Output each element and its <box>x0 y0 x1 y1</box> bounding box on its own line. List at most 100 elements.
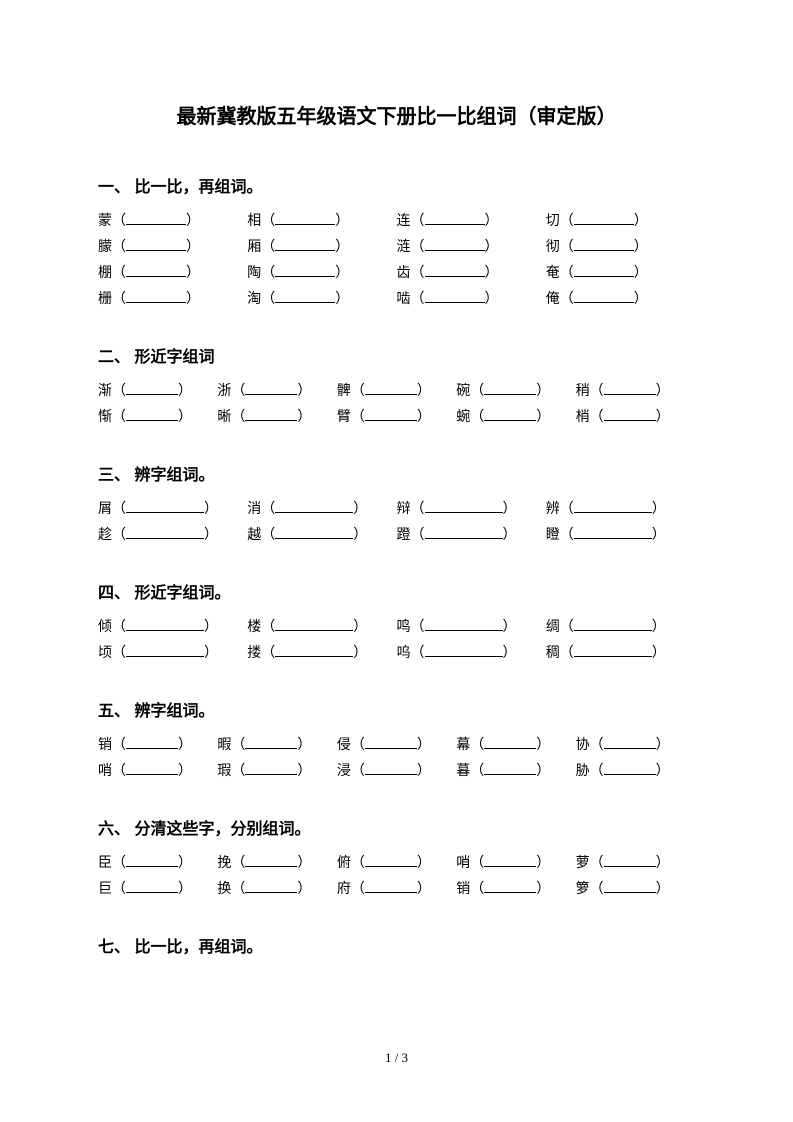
blank-line <box>574 643 652 657</box>
exercise-item: 销（） <box>456 877 575 903</box>
blank-line <box>126 525 204 539</box>
blank-line <box>275 525 353 539</box>
paren-open: （ <box>112 379 126 405</box>
paren-close: ） <box>417 851 431 877</box>
page-title: 最新冀教版五年级语文下册比一比组词（审定版） <box>98 100 695 129</box>
blank-line <box>126 853 178 867</box>
paren-open: （ <box>560 497 574 523</box>
exercise-item: 消（） <box>247 497 396 523</box>
paren-open: （ <box>261 261 275 287</box>
paren-close: ） <box>186 287 200 313</box>
blank-line <box>484 879 536 893</box>
character: 惭 <box>98 405 112 431</box>
character: 呜 <box>397 641 411 667</box>
exercise-item: 淘（） <box>247 287 396 313</box>
paren-open: （ <box>261 287 275 313</box>
exercise-item: 臂（） <box>337 405 456 431</box>
paren-open: （ <box>112 287 126 313</box>
paren-close: ） <box>485 209 499 235</box>
character: 俺 <box>546 287 560 313</box>
character: 辩 <box>397 497 411 523</box>
paren-open: （ <box>351 877 365 903</box>
paren-open: （ <box>112 733 126 759</box>
character: 巨 <box>98 877 112 903</box>
character: 屑 <box>98 497 112 523</box>
exercise-item: 朦（） <box>98 235 247 261</box>
character: 淘 <box>247 287 261 313</box>
character: 蒙 <box>98 209 112 235</box>
blank-line <box>126 643 204 657</box>
character: 楼 <box>247 615 261 641</box>
exercise-item: 碗（） <box>456 379 575 405</box>
paren-close: ） <box>652 497 666 523</box>
blank-line <box>126 289 186 303</box>
paren-open: （ <box>112 405 126 431</box>
blank-line <box>484 407 536 421</box>
blank-line <box>126 381 178 395</box>
exercise-item: 陶（） <box>247 261 396 287</box>
character: 换 <box>217 877 231 903</box>
paren-close: ） <box>634 235 648 261</box>
paren-open: （ <box>590 759 604 785</box>
blank-line <box>245 381 297 395</box>
exercise-item: 辩（） <box>397 497 546 523</box>
paren-open: （ <box>351 851 365 877</box>
exercise-item: 髀（） <box>337 379 456 405</box>
blank-line <box>484 735 536 749</box>
blank-line <box>275 289 335 303</box>
paren-open: （ <box>560 261 574 287</box>
section-1: 一、 比一比，再组词。蒙（）相（）连（）切（）朦（）厢（）涟（）彻（）棚（）陶（… <box>98 173 695 313</box>
character: 相 <box>247 209 261 235</box>
exercise-item: 幕（） <box>456 733 575 759</box>
paren-close: ） <box>178 733 192 759</box>
paren-close: ） <box>204 615 218 641</box>
blank-line <box>275 499 353 513</box>
character: 幕 <box>456 733 470 759</box>
exercise-item: 梢（） <box>576 405 695 431</box>
exercise-row: 棚（）陶（）齿（）奄（） <box>98 261 695 287</box>
exercise-item: 顷（） <box>98 641 247 667</box>
section-heading: 二、 形近字组词 <box>98 343 695 367</box>
paren-close: ） <box>297 759 311 785</box>
exercise-item: 暇（） <box>217 733 336 759</box>
character: 俯 <box>337 851 351 877</box>
paren-close: ） <box>178 379 192 405</box>
blank-line <box>126 407 178 421</box>
blank-line <box>275 643 353 657</box>
paren-open: （ <box>470 379 484 405</box>
paren-close: ） <box>656 405 670 431</box>
exercise-item: 侵（） <box>337 733 456 759</box>
paren-open: （ <box>470 851 484 877</box>
paren-close: ） <box>186 235 200 261</box>
exercise-row: 趁（）越（）蹬（）瞪（） <box>98 523 695 549</box>
blank-line <box>604 853 656 867</box>
exercise-item: 辨（） <box>546 497 695 523</box>
blank-line <box>484 853 536 867</box>
blank-line <box>126 237 186 251</box>
character: 栅 <box>98 287 112 313</box>
character: 棚 <box>98 261 112 287</box>
exercise-item: 晰（） <box>217 405 336 431</box>
character: 搂 <box>247 641 261 667</box>
exercise-item: 越（） <box>247 523 396 549</box>
section-heading: 五、 辨字组词。 <box>98 697 695 721</box>
paren-open: （ <box>351 733 365 759</box>
paren-close: ） <box>335 261 349 287</box>
blank-line <box>365 879 417 893</box>
paren-open: （ <box>560 209 574 235</box>
character: 晰 <box>217 405 231 431</box>
paren-open: （ <box>231 851 245 877</box>
paren-close: ） <box>204 641 218 667</box>
blank-line <box>275 263 335 277</box>
exercise-item: 稍（） <box>576 379 695 405</box>
paren-open: （ <box>590 877 604 903</box>
character: 挽 <box>217 851 231 877</box>
character: 趁 <box>98 523 112 549</box>
paren-close: ） <box>503 523 517 549</box>
character: 绸 <box>546 615 560 641</box>
exercise-item: 呜（） <box>397 641 546 667</box>
exercise-item: 哨（） <box>98 759 217 785</box>
paren-open: （ <box>112 235 126 261</box>
paren-open: （ <box>112 615 126 641</box>
blank-line <box>574 237 634 251</box>
